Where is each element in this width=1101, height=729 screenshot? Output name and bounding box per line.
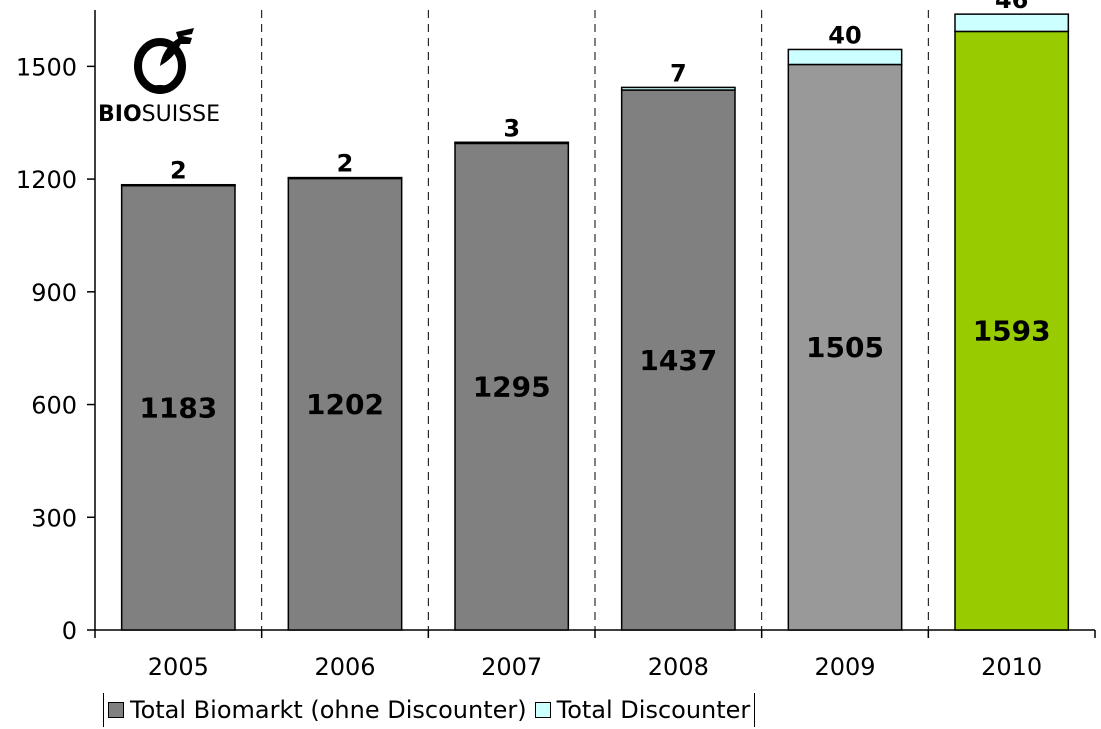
x-tick-label-2009: 2009: [814, 653, 875, 681]
data-label-discounter-2006: 2: [337, 150, 354, 178]
bar-discounter-2009: [787, 48, 903, 66]
bar-biomarkt-2006: [287, 177, 403, 631]
data-label-biomarkt-2010: 1593: [973, 315, 1051, 348]
legend-swatch-discounter: [534, 702, 551, 718]
bars: [120, 13, 1070, 631]
bar-discounter-2007: [454, 141, 570, 145]
logo-text-regular: SUISSE: [141, 102, 221, 127]
data-label-discounter-2007: 3: [503, 114, 520, 142]
data-label-biomarkt-2006: 1202: [306, 388, 384, 421]
bar-biomarkt-2005: [120, 184, 236, 631]
grid: [261, 10, 929, 630]
x-tick-label-2006: 2006: [314, 653, 375, 681]
legend-label-discounter: Total Discounter: [556, 696, 751, 724]
bar-discounter-2008: [620, 86, 736, 91]
legend-label-biomarkt: Total Biomarkt (ohne Discounter): [130, 696, 527, 724]
data-label-biomarkt-2008: 1437: [639, 344, 717, 377]
bar-discounter-2010: [954, 13, 1070, 33]
y-tick-label-300: 300: [31, 504, 77, 532]
data-label-biomarkt-2005: 1183: [139, 392, 217, 425]
data-label-discounter-2010: 46: [995, 0, 1028, 14]
legend-swatch-biomarkt: [108, 702, 124, 718]
data-labels: 1183 2 1202 2 1295 3 1437 7 1505 40 1593 46: [139, 0, 1050, 425]
logo-text-bold: BIO: [98, 102, 142, 127]
data-label-discounter-2005: 2: [170, 157, 187, 185]
x-tick-label-2008: 2008: [648, 653, 709, 681]
y-tick-label-1200: 1200: [16, 166, 77, 194]
x-tick-label-2005: 2005: [148, 653, 209, 681]
y-tick-label-1500: 1500: [16, 53, 77, 81]
data-label-discounter-2009: 40: [828, 21, 861, 49]
data-label-discounter-2008: 7: [670, 59, 687, 87]
y-tick-label-900: 900: [31, 279, 77, 307]
legend-item-biomarkt: Total Biomarkt (ohne Discounter): [108, 696, 527, 724]
x-tick-label-2007: 2007: [481, 653, 542, 681]
biosuisse-logo: BIOSUISSE: [92, 24, 242, 134]
data-label-biomarkt-2007: 1295: [473, 371, 551, 404]
bar-discounter-2005: [120, 183, 236, 187]
bar-biomarkt-2008: [620, 89, 736, 631]
data-label-biomarkt-2009: 1505: [806, 331, 884, 364]
legend: Total Biomarkt (ohne Discounter) Total D…: [103, 693, 756, 727]
y-tick-label-600: 600: [31, 392, 77, 420]
bar-biomarkt-2009: [787, 63, 903, 631]
x-tick-label-2010: 2010: [981, 653, 1042, 681]
y-tick-label-0: 0: [62, 617, 77, 645]
bar-biomarkt-2007: [454, 142, 570, 631]
legend-item-discounter: Total Discounter: [534, 696, 751, 724]
bar-biomarkt-2010: [954, 30, 1070, 631]
logo-text: BIOSUISSE: [98, 102, 220, 127]
axes: 0 300 600 900 1200 1500 2005 2006 2007 2008 2009 20…: [16, 10, 1096, 681]
bar-discounter-2006: [287, 176, 403, 180]
bud-logo-icon: [134, 28, 194, 94]
